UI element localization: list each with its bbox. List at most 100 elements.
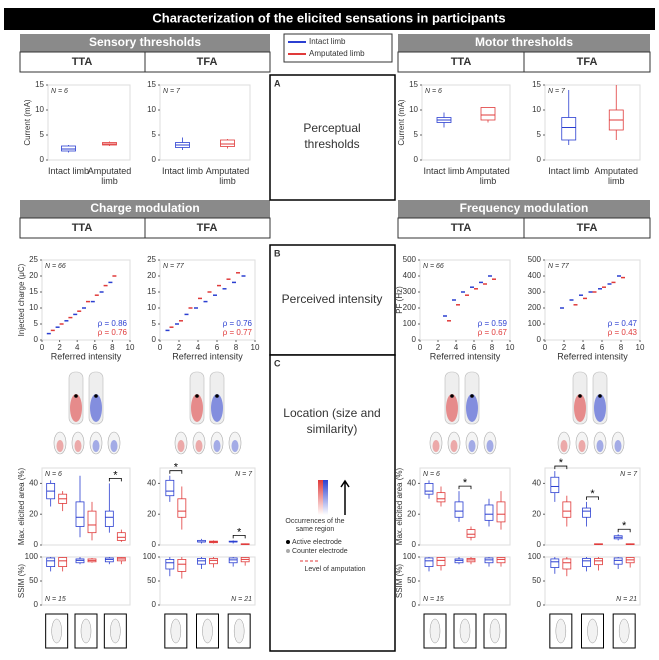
y-axis-label: Current (mA)	[397, 99, 406, 146]
box	[177, 498, 187, 518]
y-tick-label: 0	[152, 335, 157, 344]
y-tick-label: 200	[528, 303, 542, 312]
group-label: TFA	[197, 222, 218, 234]
sensation-blob	[211, 394, 223, 422]
plot-frame	[159, 84, 251, 161]
y-axis-label: SSIM (%)	[395, 564, 404, 599]
n-label: N = 6	[425, 88, 442, 95]
y-tick-label: 20	[29, 509, 38, 518]
y-tick-label: 20	[532, 509, 541, 518]
box	[613, 557, 623, 565]
thumb-foot	[233, 618, 245, 644]
thumb-foot	[110, 618, 121, 644]
y-tick-label: 25	[147, 255, 156, 264]
foot	[611, 431, 625, 455]
box	[594, 558, 603, 566]
significance-star: *	[174, 462, 179, 474]
panel-letter: C	[274, 358, 281, 368]
rho-label: ρ = 0.67	[478, 328, 508, 337]
y-tick-label: 100	[528, 319, 542, 328]
box	[165, 559, 175, 570]
y-tick-label: 400	[403, 271, 417, 280]
box	[454, 501, 464, 518]
foot	[429, 431, 443, 455]
thumb-foot	[459, 618, 471, 644]
y-tick-label: 20	[147, 509, 156, 518]
electrode	[598, 394, 602, 398]
foot	[174, 431, 188, 455]
foot	[71, 431, 85, 455]
y-tick-label: 25	[29, 255, 38, 264]
header-text: Charge modulation	[90, 201, 199, 215]
rho-label: ρ = 0.77	[223, 328, 253, 337]
x-tick-label: 6	[93, 343, 98, 352]
sensation-blob	[574, 394, 586, 422]
y-tick-label: 10	[29, 303, 38, 312]
box	[436, 492, 446, 503]
y-tick-label: 5	[152, 130, 157, 139]
x-axis-label: Referred intensity	[430, 351, 501, 361]
y-axis-label: Max. elicited area (%)	[395, 467, 404, 545]
group-cell	[523, 51, 651, 73]
plot-frame	[41, 467, 131, 546]
thumb-foot	[202, 618, 213, 644]
legend-box	[283, 33, 393, 63]
y-tick-label: 0	[537, 335, 542, 344]
box	[480, 107, 496, 121]
rho-label: ρ = 0.47	[608, 319, 638, 328]
box	[116, 532, 126, 541]
x-tick-label: 2	[436, 343, 441, 352]
header-text: Motor thresholds	[475, 35, 573, 49]
n-label: N = 6	[51, 88, 68, 95]
foot	[575, 431, 589, 455]
y-tick-label: 0	[412, 540, 417, 549]
x-tick-label: 6	[600, 343, 605, 352]
y-tick-label: 10	[147, 105, 156, 114]
sensation-blob	[191, 394, 203, 422]
center-box	[269, 354, 396, 652]
y-tick-label: 5	[34, 319, 39, 328]
y-axis-label: Current (mA)	[23, 99, 32, 146]
box	[561, 117, 577, 141]
n-label: N = 7	[163, 88, 181, 95]
x-tick-label: 2	[57, 343, 62, 352]
y-axis-label: SSIM (%)	[17, 564, 26, 599]
significance-bracket	[586, 496, 599, 500]
group-label: TTA	[72, 222, 93, 234]
rho-label: ρ = 0.43	[608, 328, 638, 337]
n-label: N = 7	[235, 471, 253, 478]
significance-star: *	[113, 469, 118, 481]
foot	[483, 431, 497, 455]
x-tick-label: 4	[581, 343, 586, 352]
foot	[593, 431, 607, 455]
box	[177, 559, 187, 572]
foot-blob	[560, 440, 568, 452]
y-tick-label: 0	[34, 600, 39, 609]
foot-blob	[432, 440, 440, 452]
sensation-blob	[594, 394, 606, 422]
box	[484, 504, 494, 521]
panel-label: Perceptual thresholds	[303, 121, 361, 151]
y-tick-label: 0	[412, 335, 417, 344]
electrode	[470, 394, 474, 398]
thumb-foot	[51, 618, 62, 644]
n-label: N = 66	[45, 263, 66, 270]
significance-star: *	[559, 457, 564, 469]
y-tick-label: 300	[528, 287, 542, 296]
significance-star: *	[590, 488, 595, 500]
panel-letter: A	[274, 78, 281, 88]
title: Characterization of the elicited sensati…	[152, 10, 505, 25]
foot-blob	[596, 440, 604, 452]
foot-blob	[614, 440, 622, 452]
foot-blob	[578, 440, 586, 452]
n-label: N = 6	[45, 471, 62, 478]
y-tick-label: 50	[147, 576, 156, 585]
y-tick-label: 10	[35, 105, 44, 114]
foot-blob	[74, 440, 82, 452]
foot-blob	[468, 440, 476, 452]
x-tick-label: 4	[196, 343, 201, 352]
plot-frame	[544, 259, 641, 341]
group-label: TTA	[451, 222, 472, 234]
active-dot	[286, 540, 290, 544]
group-label: TTA	[72, 56, 93, 68]
